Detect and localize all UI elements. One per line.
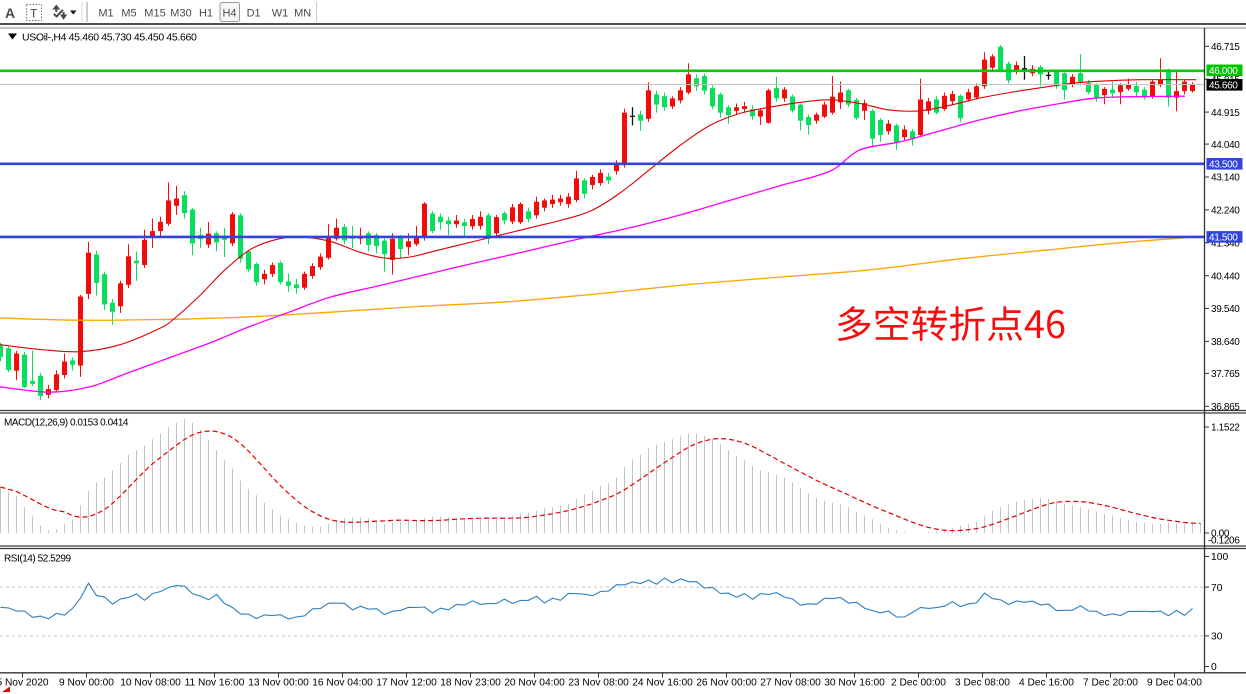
svg-text:MN: MN — [294, 8, 311, 20]
svg-text:3 Dec 08:00: 3 Dec 08:00 — [955, 677, 1010, 688]
svg-text:100: 100 — [1211, 552, 1228, 563]
svg-text:H4: H4 — [222, 8, 236, 20]
svg-text:46.000: 46.000 — [1209, 66, 1238, 77]
svg-text:9 Nov 00:00: 9 Nov 00:00 — [59, 677, 114, 688]
svg-text:0.00: 0.00 — [1211, 529, 1230, 540]
svg-text:5 Nov 2020: 5 Nov 2020 — [0, 677, 49, 688]
svg-text:30: 30 — [1211, 632, 1223, 643]
svg-text:18 Nov 23:00: 18 Nov 23:00 — [440, 677, 501, 688]
svg-text:44.040: 44.040 — [1211, 140, 1240, 151]
svg-text:17 Nov 12:00: 17 Nov 12:00 — [376, 677, 437, 688]
svg-text:M5: M5 — [121, 8, 136, 20]
svg-text:9 Dec 04:00: 9 Dec 04:00 — [1147, 677, 1202, 688]
svg-text:M1: M1 — [98, 8, 113, 20]
svg-text:H1: H1 — [199, 8, 213, 20]
svg-text:USOil-,H4 45.460 45.730 45.45: USOil-,H4 45.460 45.730 45.450 45.660 — [22, 32, 197, 44]
svg-text:39.540: 39.540 — [1211, 304, 1240, 315]
svg-text:16 Nov 04:00: 16 Nov 04:00 — [312, 677, 373, 688]
svg-text:37.765: 37.765 — [1211, 369, 1240, 380]
svg-text:D1: D1 — [247, 8, 261, 20]
svg-text:7 Dec 20:00: 7 Dec 20:00 — [1083, 677, 1138, 688]
svg-text:1.1522: 1.1522 — [1211, 423, 1240, 434]
svg-text:38.640: 38.640 — [1211, 337, 1240, 348]
svg-text:23 Nov 08:00: 23 Nov 08:00 — [568, 677, 629, 688]
svg-text:4 Dec 16:00: 4 Dec 16:00 — [1019, 677, 1074, 688]
svg-text:0: 0 — [1211, 662, 1217, 673]
svg-text:41.340: 41.340 — [1211, 239, 1240, 250]
svg-text:RSI(14) 52.5299: RSI(14) 52.5299 — [4, 554, 72, 565]
svg-text:43.140: 43.140 — [1211, 173, 1240, 184]
svg-text:A: A — [5, 5, 15, 21]
svg-text:44.915: 44.915 — [1211, 108, 1240, 119]
svg-text:13 Nov 00:00: 13 Nov 00:00 — [248, 677, 309, 688]
svg-text:41.500: 41.500 — [1209, 233, 1238, 244]
svg-text:MACD(12,26,9) 0.0153 0.0414: MACD(12,26,9) 0.0153 0.0414 — [4, 418, 129, 429]
svg-text:10 Nov 08:00: 10 Nov 08:00 — [120, 677, 181, 688]
svg-text:T: T — [30, 7, 38, 21]
svg-text:11 Nov 16:00: 11 Nov 16:00 — [185, 677, 245, 688]
svg-text:M15: M15 — [144, 8, 165, 20]
svg-text:40.440: 40.440 — [1211, 271, 1240, 282]
svg-text:-0.1206: -0.1206 — [1208, 536, 1240, 547]
svg-text:20 Nov 04:00: 20 Nov 04:00 — [504, 677, 565, 688]
svg-text:W1: W1 — [272, 8, 289, 20]
svg-text:26 Nov 00:00: 26 Nov 00:00 — [696, 677, 757, 688]
svg-text:70: 70 — [1211, 583, 1223, 594]
svg-text:43.500: 43.500 — [1209, 160, 1238, 171]
svg-text:45.660: 45.660 — [1209, 81, 1238, 92]
svg-text:24 Nov 16:00: 24 Nov 16:00 — [632, 677, 693, 688]
svg-text:30 Nov 16:00: 30 Nov 16:00 — [824, 677, 885, 688]
svg-text:42.240: 42.240 — [1211, 206, 1240, 217]
svg-text:36.865: 36.865 — [1211, 402, 1240, 413]
svg-text:2 Dec 00:00: 2 Dec 00:00 — [891, 677, 946, 688]
svg-text:27 Nov 08:00: 27 Nov 08:00 — [760, 677, 821, 688]
svg-text:46.715: 46.715 — [1211, 42, 1240, 53]
svg-text:M30: M30 — [170, 8, 191, 20]
